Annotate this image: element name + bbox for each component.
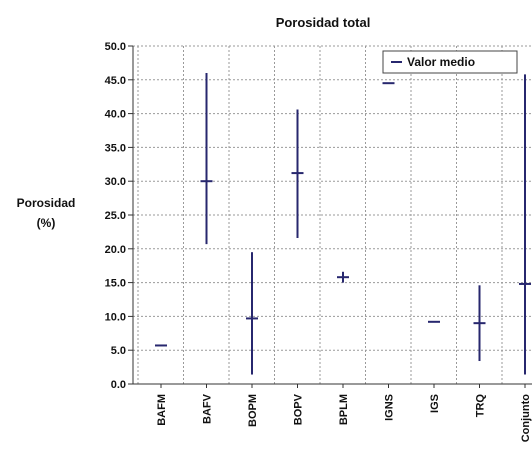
y-axis-title-line2: (%) [37, 216, 56, 230]
y-axis-title-line1: Porosidad [17, 196, 76, 210]
legend-box [382, 50, 518, 74]
y-tick-label: 5.0 [111, 345, 126, 357]
x-tick-label: BPLM [338, 394, 350, 425]
y-tick-label: 40.0 [105, 109, 126, 121]
y-tick-label: 20.0 [105, 244, 126, 256]
x-tick-label: IGS [429, 394, 441, 413]
chart-title: Porosidad total [276, 15, 371, 30]
x-tick-label: BAFM [156, 394, 168, 426]
legend-label: Valor medio [407, 55, 475, 69]
y-tick-label: 45.0 [105, 75, 126, 87]
x-tick-label: BOPV [293, 393, 305, 425]
legend: Valor medio [382, 50, 518, 74]
x-tick-label: IGNS [384, 394, 396, 421]
x-tick-label: BAFV [202, 393, 214, 424]
y-tick-label: 35.0 [105, 142, 126, 154]
gridlines [132, 45, 532, 385]
y-tick-label: 0.0 [111, 379, 126, 391]
y-tick-label: 10.0 [105, 311, 126, 323]
y-axis-ticks: 0.0 5.0 10.0 15.0 20.0 25.0 30.0 35.0 40.0 45.0 50… [105, 41, 133, 391]
y-tick-label: 30.0 [105, 176, 126, 188]
x-tick-label: TRQ [475, 394, 487, 418]
x-axis-ticks: BAFM BAFV BOPM BOPV BPLM IGNS IGS TRQ Conjunto [156, 384, 532, 442]
y-tick-label: 50.0 [105, 41, 126, 53]
y-tick-label: 15.0 [105, 278, 126, 290]
x-tick-label: Conjunto [520, 394, 532, 443]
series-marks [155, 73, 531, 375]
x-tick-label: BOPM [247, 394, 259, 427]
y-tick-label: 25.0 [105, 210, 126, 222]
